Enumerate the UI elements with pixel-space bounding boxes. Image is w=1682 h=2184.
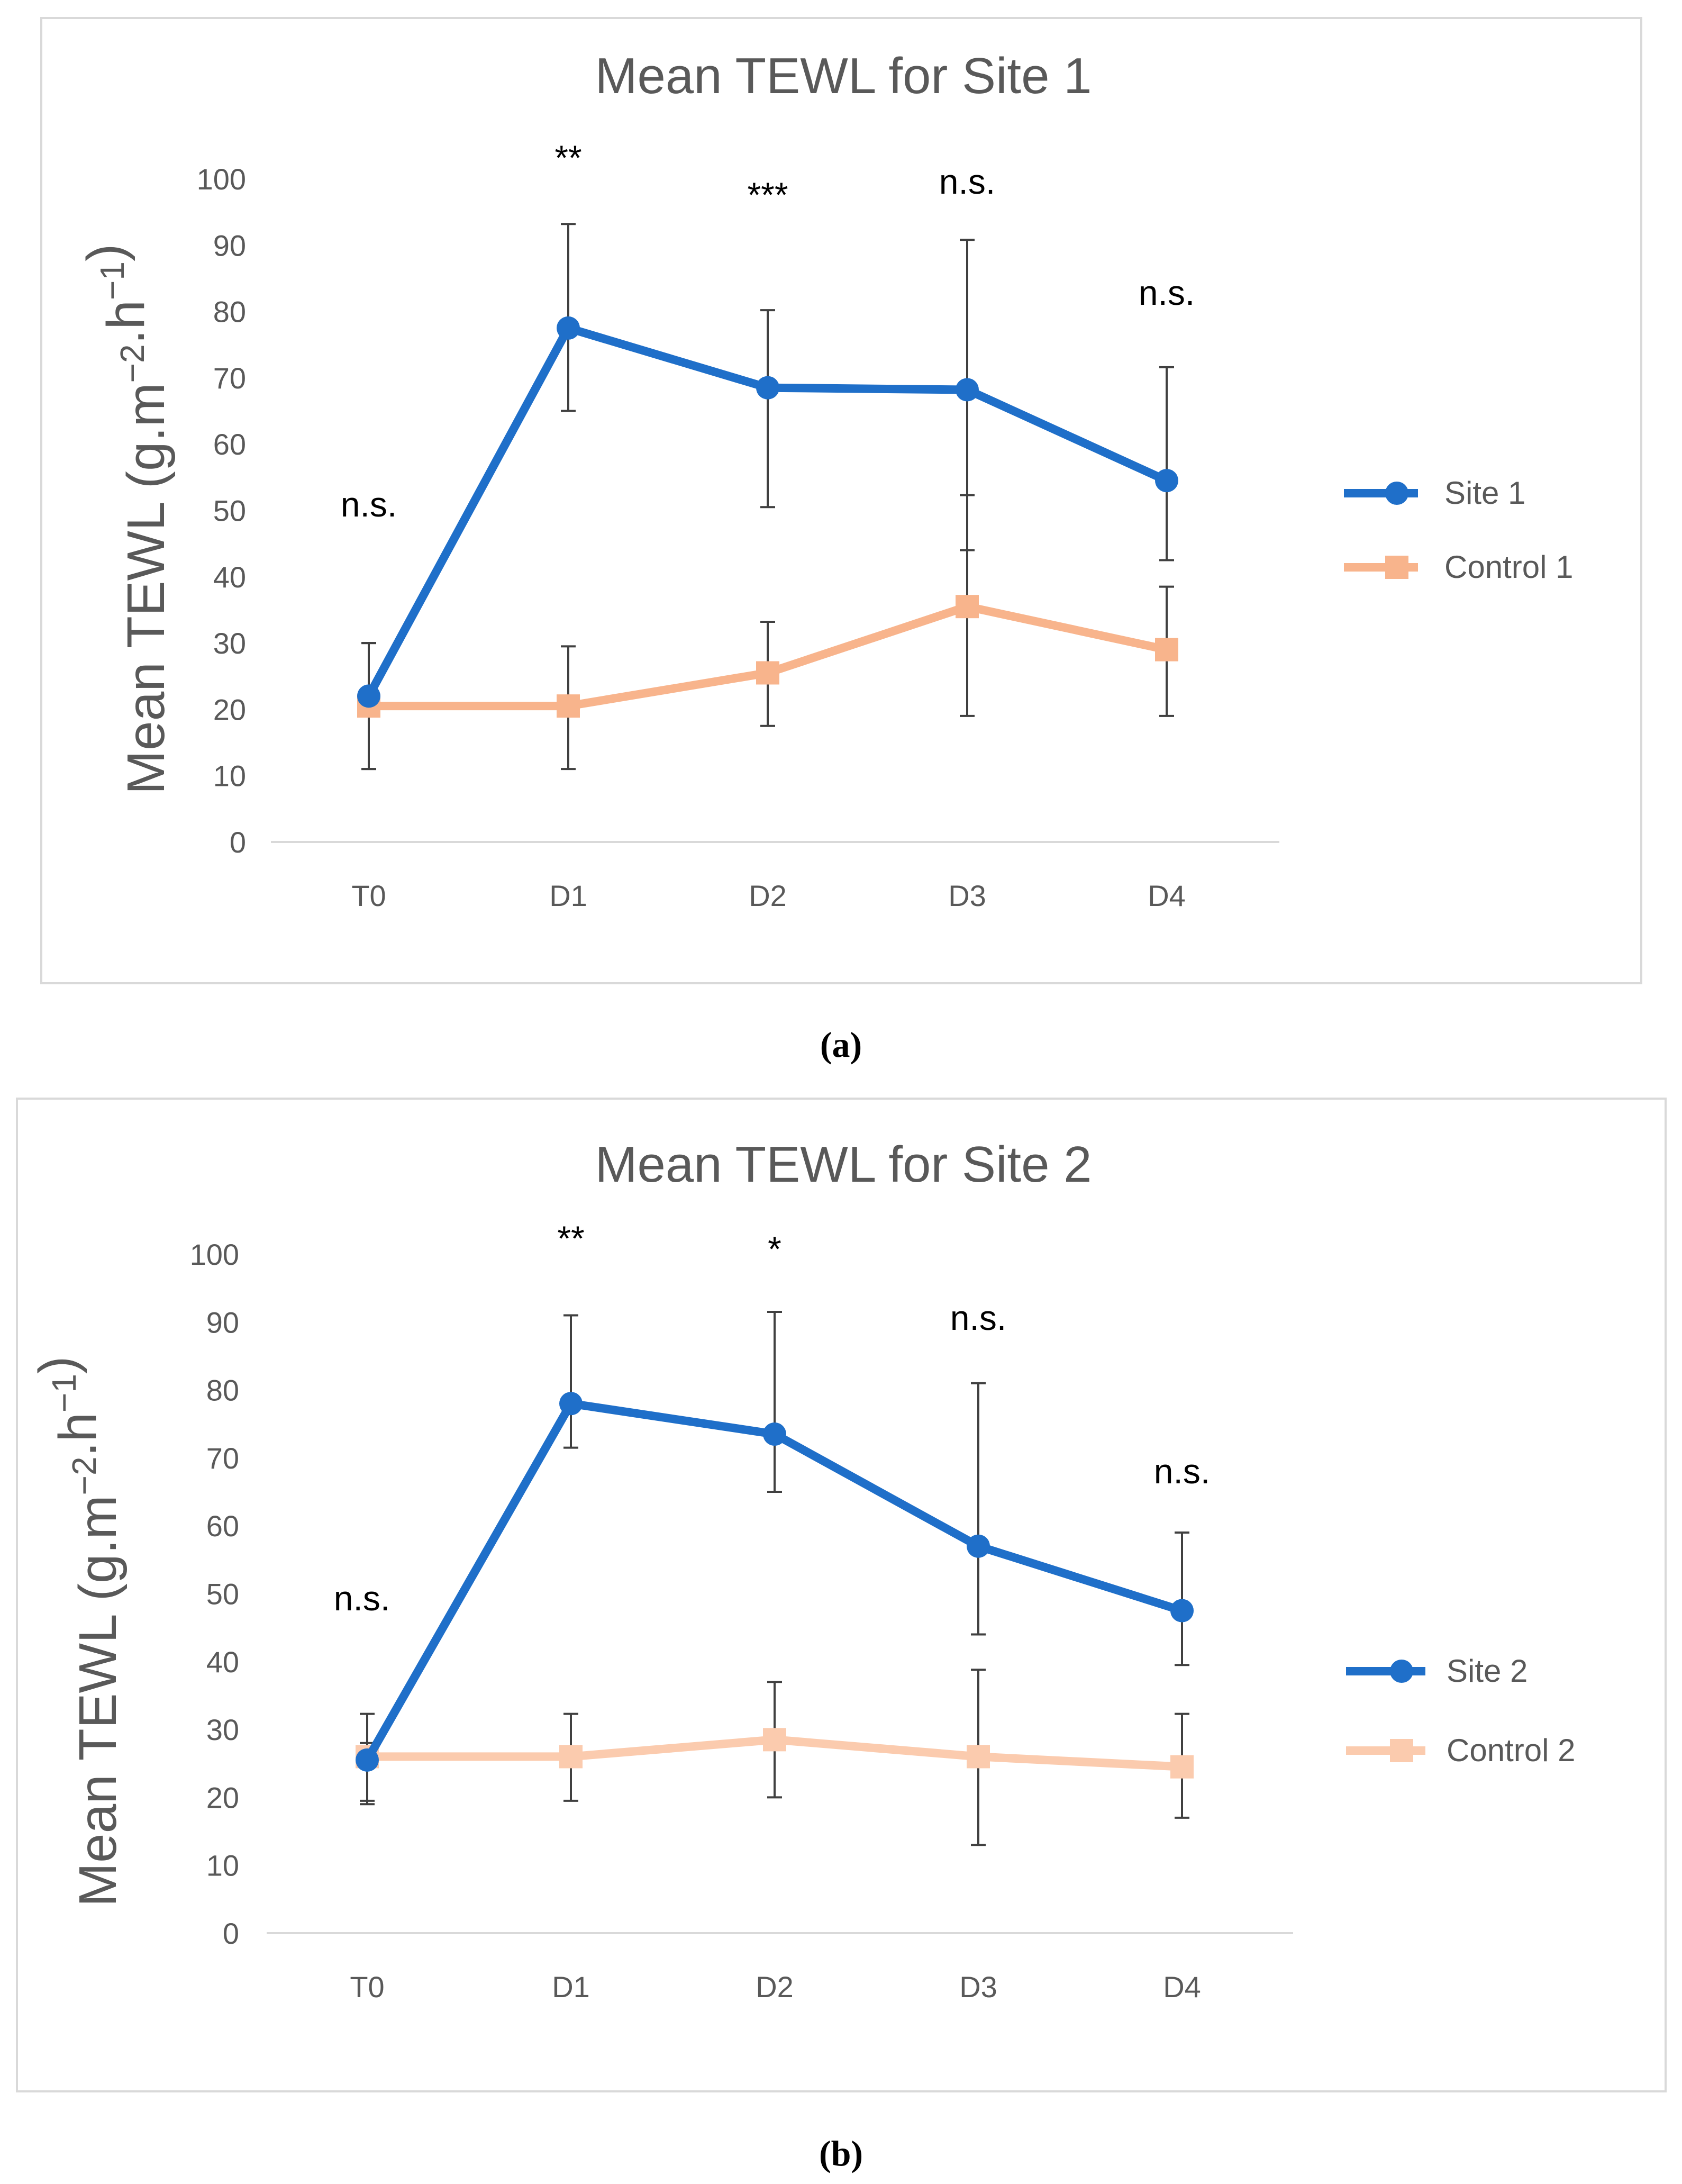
error-bar	[563, 1314, 578, 1449]
y-tick-label: 0	[223, 1917, 239, 1950]
x-tick-label: D1	[552, 1970, 590, 2004]
legend-label: Control 2	[1447, 1733, 1575, 1768]
caption-b: (b)	[819, 2133, 863, 2173]
chart-panel-b: Mean TEWL for Site 2 Mean TEWL (g.m−2.h−1…	[16, 1098, 1667, 2092]
data-point	[1170, 1755, 1194, 1779]
data-point	[967, 1534, 990, 1558]
y-tick-label: 0	[230, 826, 246, 859]
data-point	[1170, 1599, 1194, 1623]
y-tick-label: 30	[206, 1713, 239, 1746]
data-point	[956, 595, 979, 619]
legend-label: Site 1	[1444, 475, 1525, 511]
y-tick-label: 70	[213, 361, 246, 395]
data-point	[1155, 469, 1178, 493]
y-tick-label: 90	[206, 1306, 239, 1339]
x-tick-label: T0	[350, 1970, 384, 2004]
y-tick-label: 70	[206, 1442, 239, 1475]
y-tick-label: 40	[213, 560, 246, 594]
error-bar	[1159, 366, 1174, 561]
y-tick-label: 100	[197, 162, 246, 196]
x-tick-label: D3	[959, 1970, 997, 2004]
data-point	[559, 1745, 583, 1769]
data-point	[557, 694, 580, 718]
chart-b-svg: Mean TEWL for Site 2 Mean TEWL (g.m−2.h−1…	[28, 1136, 1575, 2004]
chart-title: Mean TEWL for Site 2	[595, 1136, 1092, 1193]
y-axis-label: Mean TEWL (g.m−2.h−1)	[76, 244, 176, 795]
data-point	[356, 1748, 379, 1772]
data-point	[956, 378, 979, 402]
significance-label: n.s.	[1139, 273, 1195, 312]
data-point	[557, 316, 580, 340]
error-bar	[767, 1311, 782, 1493]
x-tick-label: D1	[549, 879, 587, 912]
y-tick-label: 20	[206, 1781, 239, 1814]
data-point	[967, 1745, 990, 1769]
y-tick-label: 20	[213, 693, 246, 726]
y-axis-label: Mean TEWL (g.m−2.h−1)	[28, 1356, 128, 1907]
y-tick-label: 80	[213, 295, 246, 329]
x-tick-label: D4	[1163, 1970, 1201, 2004]
significance-label: n.s.	[334, 1579, 390, 1618]
chart-panel-a: Mean TEWL for Site 1 Mean TEWL (g.m−2.h−1…	[40, 17, 1642, 984]
x-tick-label: D4	[1148, 879, 1186, 912]
significance-label: *	[768, 1229, 781, 1268]
y-tick-label: 50	[213, 494, 246, 528]
y-tick-label: 80	[206, 1374, 239, 1407]
y-tick-label: 60	[206, 1509, 239, 1543]
legend-marker	[1390, 1739, 1413, 1762]
data-point	[763, 1728, 786, 1752]
significance-label: n.s.	[950, 1298, 1006, 1337]
legend-marker	[1385, 556, 1408, 579]
x-tick-label: D2	[756, 1970, 794, 2004]
chart-title: Mean TEWL for Site 1	[595, 48, 1092, 104]
caption-a: (a)	[820, 1025, 862, 1065]
y-tick-label: 40	[206, 1645, 239, 1679]
significance-label: n.s.	[341, 485, 397, 524]
x-tick-label: T0	[351, 879, 386, 912]
legend-marker	[1390, 1660, 1413, 1683]
data-point	[357, 684, 380, 708]
legend-label: Site 2	[1447, 1653, 1528, 1689]
data-point	[756, 661, 779, 685]
chart-a-svg: Mean TEWL for Site 1 Mean TEWL (g.m−2.h−1…	[76, 48, 1573, 912]
x-tick-label: D2	[749, 879, 787, 912]
data-point	[763, 1422, 786, 1446]
error-bar	[971, 1382, 986, 1636]
data-point	[756, 376, 779, 400]
y-tick-label: 60	[213, 428, 246, 461]
data-point	[559, 1392, 583, 1416]
significance-label: **	[554, 138, 581, 177]
y-tick-label: 100	[190, 1238, 239, 1271]
error-bar	[760, 309, 775, 509]
legend-marker	[1385, 482, 1408, 505]
x-tick-label: D3	[948, 879, 986, 912]
y-tick-label: 10	[206, 1849, 239, 1882]
error-bar	[1175, 1531, 1189, 1666]
significance-label: **	[557, 1219, 584, 1258]
y-tick-label: 10	[213, 759, 246, 793]
significance-label: ***	[747, 175, 788, 214]
significance-label: n.s.	[939, 162, 995, 201]
significance-label: n.s.	[1154, 1452, 1210, 1491]
y-tick-label: 90	[213, 229, 246, 262]
y-tick-label: 30	[213, 627, 246, 660]
data-point	[1155, 638, 1178, 661]
y-tick-label: 50	[206, 1578, 239, 1611]
legend-label: Control 1	[1444, 549, 1573, 585]
